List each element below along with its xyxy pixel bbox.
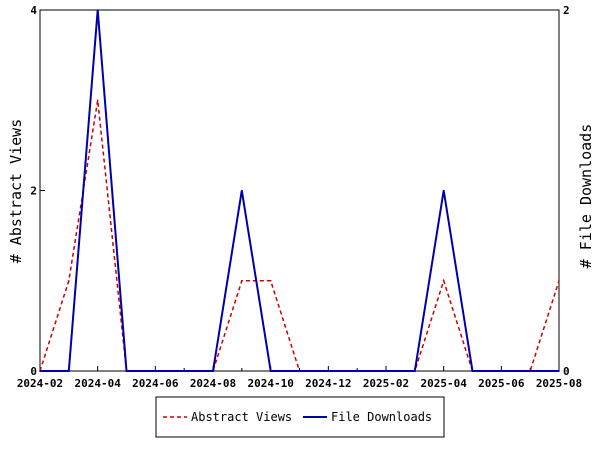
x-tick-label: 2024-08 — [190, 377, 236, 390]
x-tick-label: 2024-10 — [247, 377, 293, 390]
data-point-file-downloads — [442, 189, 445, 192]
data-point-file-downloads — [68, 370, 70, 372]
plot-frame — [39, 9, 560, 372]
data-point-abstract-views — [269, 279, 272, 282]
series-line-file-downloads — [40, 9, 559, 372]
plot-area — [39, 9, 560, 372]
y-left-tick-label: 4 — [30, 4, 37, 17]
data-point-file-downloads — [39, 370, 41, 372]
data-point-file-downloads — [269, 370, 272, 372]
data-point-abstract-views — [558, 279, 560, 282]
data-point-file-downloads — [356, 370, 358, 372]
legend-box — [155, 396, 445, 438]
data-point-file-downloads — [183, 370, 185, 372]
legend-label-abstract-views: Abstract Views — [191, 410, 292, 424]
data-point-file-downloads — [529, 370, 531, 372]
data-point-file-downloads — [471, 370, 474, 372]
data-point-file-downloads — [385, 370, 387, 372]
data-point-file-downloads — [154, 370, 157, 372]
x-tick-label: 2024-04 — [74, 377, 121, 390]
y-left-tick-label: 2 — [30, 185, 37, 198]
data-point-file-downloads — [414, 370, 416, 372]
data-point-file-downloads — [125, 370, 128, 372]
x-tick-label: 2024-12 — [305, 377, 351, 390]
x-tick-label: 2024-02 — [17, 377, 63, 390]
series-lines — [39, 9, 560, 372]
series-line-abstract-views — [39, 100, 560, 372]
data-point-abstract-views — [96, 99, 99, 102]
x-tick-label: 2024-06 — [132, 377, 179, 390]
x-tick-label: 2025-08 — [536, 377, 582, 390]
x-tick-label: 2025-02 — [363, 377, 409, 390]
data-point-file-downloads — [96, 9, 99, 11]
y-left-tick-label: 0 — [30, 365, 37, 378]
data-point-abstract-views — [68, 279, 70, 282]
data-point-abstract-views — [442, 279, 445, 282]
legend: Abstract Views File Downloads — [155, 396, 445, 438]
axis-ticks: 2024-02 2024-04 2024-06 2024-08 2024-10 2024-… — [17, 4, 582, 390]
y-right-tick-label: 0 — [563, 365, 570, 378]
y-axis-title-right: # File Downloads — [577, 124, 595, 269]
data-point-file-downloads — [558, 370, 560, 372]
data-point-file-downloads — [212, 370, 214, 372]
y-right-tick-label: 2 — [563, 4, 570, 17]
data-point-file-downloads — [298, 370, 301, 372]
x-tick-label: 2025-04 — [420, 377, 467, 390]
data-point-abstract-views — [241, 279, 243, 282]
y-axis-title-left: # Abstract Views — [7, 119, 25, 264]
data-point-file-downloads — [500, 370, 503, 372]
x-tick-label: 2025-06 — [478, 377, 525, 390]
legend-label-file-downloads: File Downloads — [331, 410, 432, 424]
data-point-file-downloads — [241, 189, 243, 192]
data-point-file-downloads — [327, 370, 330, 372]
